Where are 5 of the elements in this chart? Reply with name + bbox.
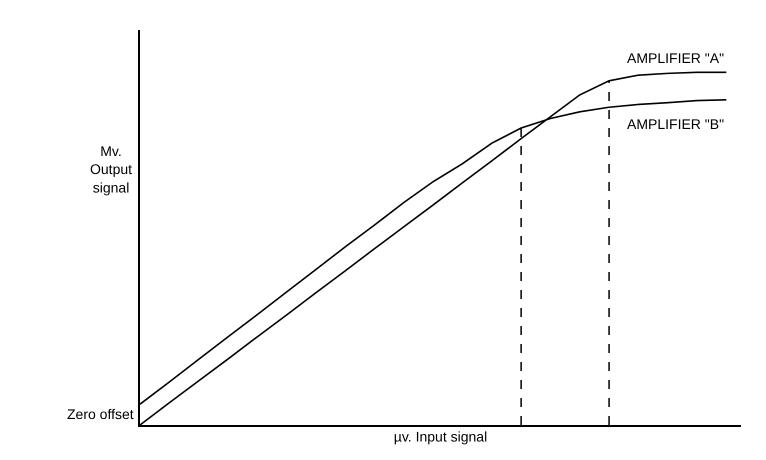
y-axis-title: Mv. Output signal [90,143,132,196]
x-axis-title: µv. Input signal [394,428,488,445]
series-label: AMPLIFIER "A" [627,50,724,66]
text: Zero offset [67,406,134,422]
series-label: AMPLIFIER "B" [627,116,724,132]
